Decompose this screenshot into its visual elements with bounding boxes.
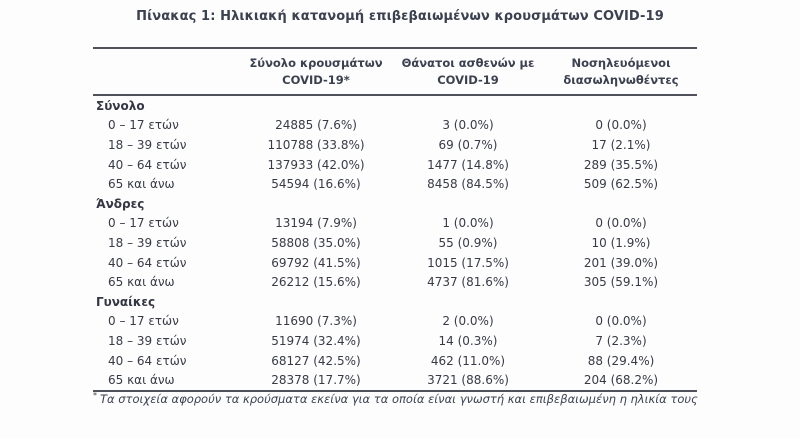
table-row: 40 – 64 ετών 137933 (42.0%) 1477 (14.8%) 28… xyxy=(93,155,697,175)
table-row: 0 – 17 ετών 24885 (7.6%) 3 (0.0%) 0 (0.0%) xyxy=(93,116,697,136)
deaths-cell: 3 (0.0%) xyxy=(442,118,494,133)
header-deaths: Θάνατοι ασθενών με COVID-19 xyxy=(391,48,545,96)
header-intubated: Νοσηλευόμενοι διασωληνωθέντες xyxy=(545,48,697,96)
intubated-cell: 10 (1.9%) xyxy=(591,235,651,250)
cases-cell: 68127 (42.5%) xyxy=(271,353,361,368)
intubated-cell: 0 (0.0%) xyxy=(595,314,647,329)
table-row: 40 – 64 ετών 69792 (41.5%) 1015 (17.5%) 201… xyxy=(93,253,697,273)
age-label: 0 – 17 ετών xyxy=(108,118,179,133)
table-title: Πίνακας 1: Ηλικιακή κατανομή επιβεβαιωμέ… xyxy=(136,9,664,24)
intubated-cell: 7 (2.3%) xyxy=(595,333,647,348)
cases-cell: 69792 (41.5%) xyxy=(271,255,361,270)
intubated-cell: 305 (59.1%) xyxy=(583,275,659,290)
footnote-text: Τα στοιχεία αφορούν τα κρούσματα εκείνα … xyxy=(100,391,698,406)
table-row: 65 και άνω 28378 (17.7%) 3721 (88.6%) 204 (… xyxy=(93,370,697,391)
header-total-cases-line1: Σύνολο κρουσμάτων xyxy=(249,55,383,70)
deaths-cell: 1477 (14.8%) xyxy=(427,157,509,172)
header-intubated-line2: διασωληνωθέντες xyxy=(563,72,679,87)
intubated-cell: 0 (0.0%) xyxy=(595,216,647,231)
deaths-cell: 3721 (88.6%) xyxy=(427,373,509,388)
intubated-cell: 0 (0.0%) xyxy=(595,118,647,133)
cases-cell: 54594 (16.6%) xyxy=(271,177,361,192)
age-label: 65 και άνω xyxy=(108,275,175,290)
section-label: Γυναίκες xyxy=(96,294,156,309)
deaths-cell: 55 (0.9%) xyxy=(438,235,498,250)
header-deaths-line2: COVID-19 xyxy=(437,72,499,87)
header-row: Σύνολο κρουσμάτων COVID-19* Θάνατοι ασθε… xyxy=(93,48,697,96)
age-label: 0 – 17 ετών xyxy=(108,216,179,231)
age-label: 18 – 39 ετών xyxy=(108,235,187,250)
table-row: 65 και άνω 26212 (15.6%) 4737 (81.6%) 305 (… xyxy=(93,272,697,292)
header-deaths-line1: Θάνατοι ασθενών με xyxy=(401,55,535,70)
cases-cell: 51974 (32.4%) xyxy=(271,333,361,348)
footnote-asterisk: * xyxy=(93,391,97,400)
age-label: 0 – 17 ετών xyxy=(108,314,179,329)
age-label: 40 – 64 ετών xyxy=(108,255,187,270)
header-empty xyxy=(93,48,241,96)
section-row: Σύνολο xyxy=(93,95,697,116)
cases-cell: 13194 (7.9%) xyxy=(275,216,357,231)
covid-age-table-wrap: Σύνολο κρουσμάτων COVID-19* Θάνατοι ασθε… xyxy=(93,47,697,392)
age-label: 40 – 64 ετών xyxy=(108,157,187,172)
cases-cell: 110788 (33.8%) xyxy=(267,137,365,152)
header-total-cases: Σύνολο κρουσμάτων COVID-19* xyxy=(241,48,391,96)
table-body: Σύνολο 0 – 17 ετών 24885 (7.6%) 3 (0.0%) 0 (… xyxy=(93,95,697,391)
table-row: 18 – 39 ετών 58808 (35.0%) 55 (0.9%) 10 (1.… xyxy=(93,233,697,253)
table-row: 40 – 64 ετών 68127 (42.5%) 462 (11.0%) 88 (… xyxy=(93,351,697,371)
cases-cell: 28378 (17.7%) xyxy=(271,373,361,388)
age-label: 18 – 39 ετών xyxy=(108,137,187,152)
age-label: 40 – 64 ετών xyxy=(108,353,187,368)
cases-cell: 137933 (42.0%) xyxy=(267,157,365,172)
section-row: Γυναίκες xyxy=(93,292,697,312)
covid-age-table: Σύνολο κρουσμάτων COVID-19* Θάνατοι ασθε… xyxy=(93,47,697,392)
cases-cell: 58808 (35.0%) xyxy=(271,235,361,250)
deaths-cell: 69 (0.7%) xyxy=(438,137,498,152)
age-label: 65 και άνω xyxy=(108,177,175,192)
deaths-cell: 1015 (17.5%) xyxy=(427,255,509,270)
section-label: Άνδρες xyxy=(96,196,145,211)
table-footnote: * Τα στοιχεία αφορούν τα κρούσματα εκείνα… xyxy=(93,391,733,406)
section-label: Σύνολο xyxy=(96,98,145,113)
deaths-cell: 8458 (84.5%) xyxy=(427,177,509,192)
cases-cell: 11690 (7.3%) xyxy=(275,314,357,329)
table-row: 0 – 17 ετών 13194 (7.9%) 1 (0.0%) 0 (0.0%) xyxy=(93,214,697,234)
intubated-cell: 289 (35.5%) xyxy=(583,157,659,172)
deaths-cell: 4737 (81.6%) xyxy=(427,275,509,290)
intubated-cell: 17 (2.1%) xyxy=(591,137,651,152)
deaths-cell: 462 (11.0%) xyxy=(430,353,506,368)
table-row: 0 – 17 ετών 11690 (7.3%) 2 (0.0%) 0 (0.0%) xyxy=(93,312,697,332)
intubated-cell: 509 (62.5%) xyxy=(583,177,659,192)
section-row: Άνδρες xyxy=(93,194,697,214)
intubated-cell: 88 (29.4%) xyxy=(587,353,655,368)
table-row: 18 – 39 ετών 110788 (33.8%) 69 (0.7%) 17 (2… xyxy=(93,135,697,155)
age-label: 18 – 39 ετών xyxy=(108,333,187,348)
header-total-cases-line2: COVID-19* xyxy=(282,72,350,87)
age-label: 65 και άνω xyxy=(108,373,175,388)
table-row: 18 – 39 ετών 51974 (32.4%) 14 (0.3%) 7 (2.3… xyxy=(93,331,697,351)
cases-cell: 26212 (15.6%) xyxy=(271,275,361,290)
table-row: 65 και άνω 54594 (16.6%) 8458 (84.5%) 509 (… xyxy=(93,174,697,194)
deaths-cell: 2 (0.0%) xyxy=(442,314,494,329)
intubated-cell: 204 (68.2%) xyxy=(583,373,659,388)
table-header: Σύνολο κρουσμάτων COVID-19* Θάνατοι ασθε… xyxy=(93,48,697,96)
intubated-cell: 201 (39.0%) xyxy=(583,255,659,270)
deaths-cell: 1 (0.0%) xyxy=(442,216,494,231)
header-intubated-line1: Νοσηλευόμενοι xyxy=(571,55,671,70)
deaths-cell: 14 (0.3%) xyxy=(438,333,498,348)
cases-cell: 24885 (7.6%) xyxy=(275,118,357,133)
